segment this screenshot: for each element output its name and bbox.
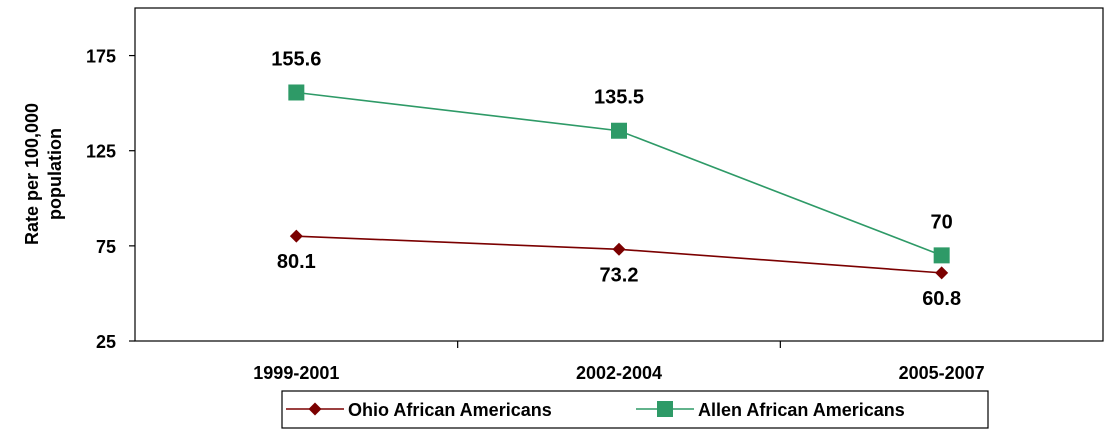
plot-area-frame (134, 7, 1104, 342)
y-tick-label: 175 (86, 47, 116, 67)
x-tick-label: 1999-2001 (253, 363, 339, 383)
data-label: 80.1 (277, 251, 316, 273)
series-point (657, 401, 673, 417)
data-label: 135.5 (594, 87, 644, 109)
series-point (308, 402, 322, 416)
legend-label: Ohio African Americans (348, 400, 552, 420)
y-tick-label: 125 (86, 142, 116, 162)
series-point (288, 84, 305, 101)
x-tick-label: 2005-2007 (899, 363, 985, 383)
series-layer: 80.1 73.2 60.8 155.6 135.5 70 (271, 48, 961, 309)
series-ohio: 80.1 73.2 60.8 (277, 229, 961, 310)
y-axis-label-line-2: population (45, 128, 65, 220)
y-tick-label: 25 (96, 332, 116, 352)
data-label: 73.2 (600, 264, 639, 286)
y-axis-label-line-1: Rate per 100,000 (22, 103, 42, 245)
y-tick-label: 75 (96, 237, 116, 257)
series-allen: 155.6 135.5 70 (271, 48, 953, 264)
x-axis: 1999-2001 2002-2004 2005-2007 (253, 341, 985, 383)
y-axis: Rate per 100,000 population 25 75 125 175 (22, 47, 135, 352)
series-point (933, 247, 950, 264)
legend: Ohio African Americans Allen African Amer… (281, 390, 989, 429)
x-tick-label: 2002-2004 (576, 363, 662, 383)
series-point (935, 266, 949, 280)
legend-label: Allen African Americans (698, 400, 905, 420)
series-point (611, 122, 627, 139)
data-label: 60.8 (922, 288, 961, 310)
data-label: 155.6 (271, 48, 321, 70)
legend-box (281, 390, 989, 429)
data-label: 70 (931, 211, 953, 233)
series-point (612, 242, 626, 256)
series-point (289, 229, 303, 243)
